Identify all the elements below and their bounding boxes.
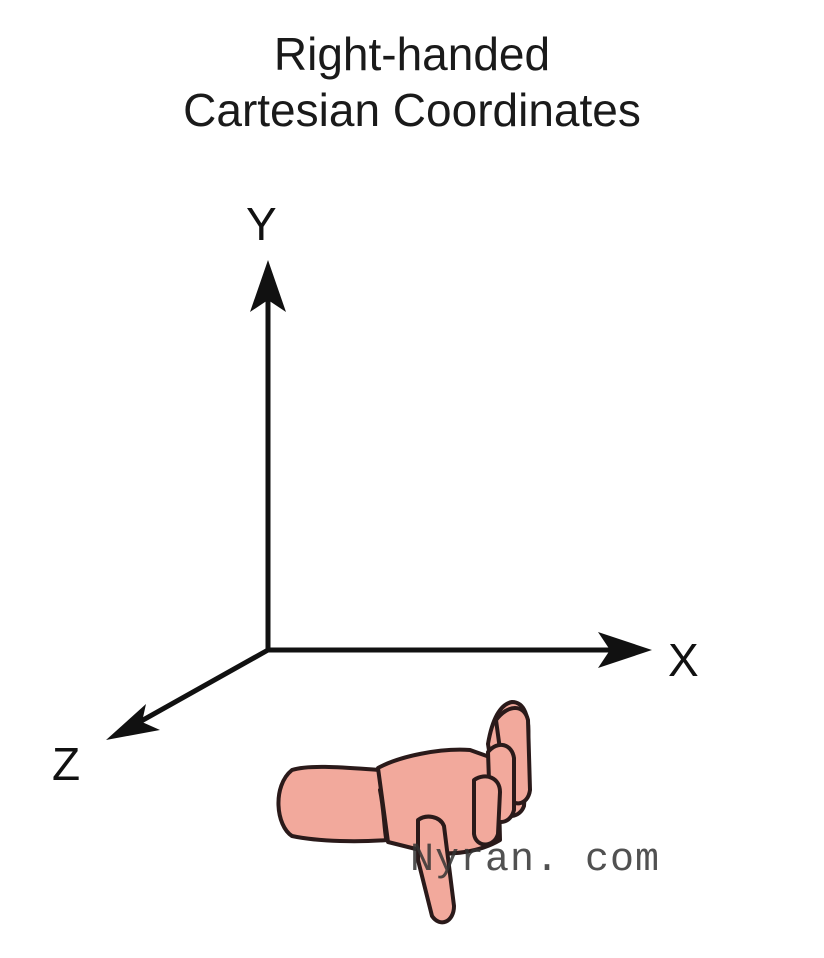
x-axis — [266, 632, 652, 668]
y-axis — [250, 260, 286, 650]
title-line-2: Cartesian Coordinates — [183, 84, 641, 136]
x-axis-label: X — [668, 634, 699, 686]
z-axis-arrow-icon — [106, 704, 160, 740]
y-axis-arrow-icon — [250, 260, 286, 312]
y-axis-label: Y — [246, 198, 277, 250]
watermark-text: Nyran. com — [410, 838, 661, 883]
diagram-title: Right-handed Cartesian Coordinates — [0, 26, 824, 138]
z-axis-label: Z — [52, 738, 80, 790]
right-hand-icon — [276, 700, 532, 925]
x-axis-arrow-icon — [598, 632, 652, 668]
title-line-1: Right-handed — [273, 28, 551, 80]
z-axis — [106, 647, 270, 740]
